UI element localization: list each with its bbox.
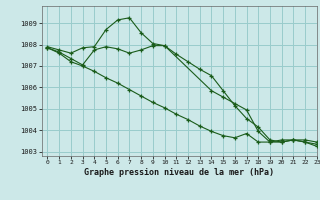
X-axis label: Graphe pression niveau de la mer (hPa): Graphe pression niveau de la mer (hPa): [84, 168, 274, 177]
